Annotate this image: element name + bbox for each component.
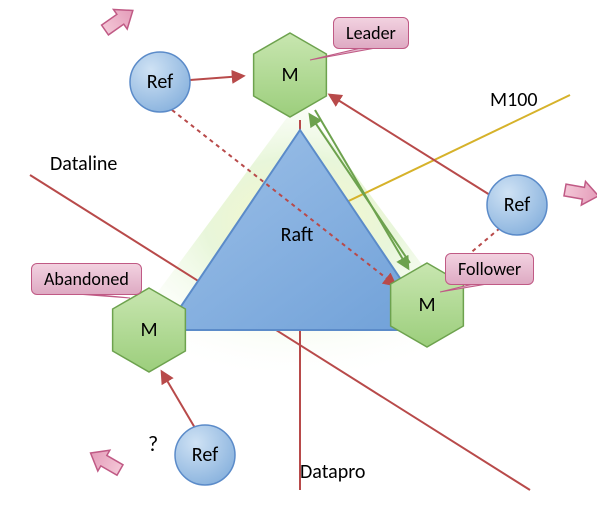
lbl-datapro: Datapro — [300, 460, 365, 484]
co-abandoned: Abandoned — [31, 263, 142, 295]
ref-bottom — [175, 425, 235, 485]
lbl-qmark: ? — [148, 430, 158, 457]
ba-bottom-left — [85, 443, 126, 481]
lbl-dataline: Dataline — [50, 152, 117, 176]
ref-top — [130, 52, 190, 112]
lbl-m100: M100 — [490, 88, 538, 112]
hex-top — [254, 33, 327, 117]
co-follower: Follower — [445, 253, 534, 285]
a-refbot-to-left — [162, 372, 195, 428]
ba-top-left — [98, 1, 140, 40]
ba-right — [563, 178, 597, 208]
a-ref-to-top — [190, 76, 243, 80]
ref-right — [487, 175, 547, 235]
co-leader: Leader — [333, 17, 409, 49]
